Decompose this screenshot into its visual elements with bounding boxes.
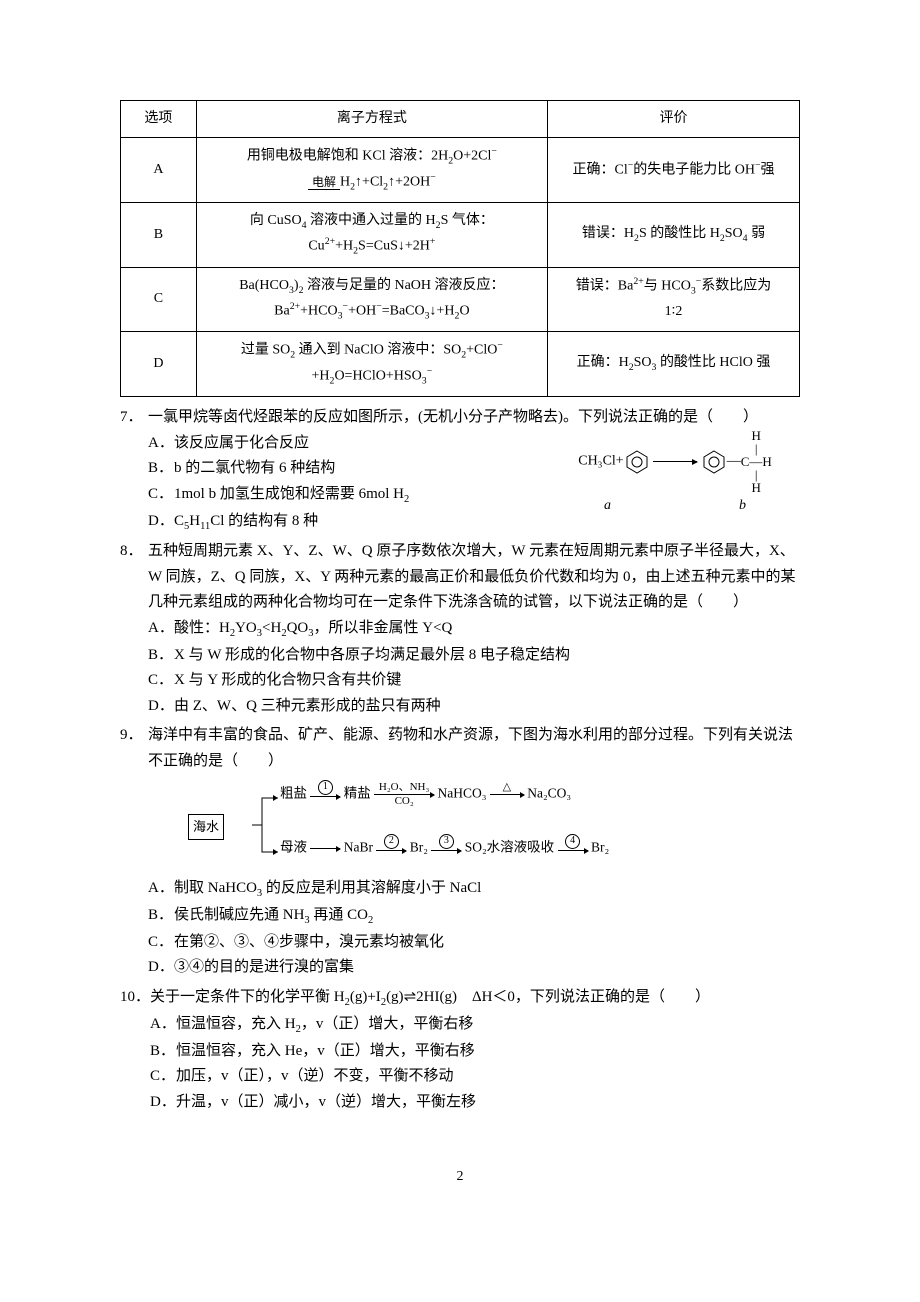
opt-label: D． bbox=[148, 509, 174, 535]
bracket-icon bbox=[252, 792, 278, 858]
arrow-4: 4 bbox=[558, 834, 588, 863]
flow-node-crude: 粗盐 bbox=[280, 786, 307, 801]
opt-label: A． bbox=[148, 876, 174, 902]
cell-evaluation: 错误：Ba2+与 HCO3−系数比应为1∶2 bbox=[548, 267, 800, 332]
flow-node-na2co3: Na₂CO₃ bbox=[527, 786, 571, 801]
question-stem: 关于一定条件下的化学平衡 H2(g)+I2(g)⇌2HI(g) ΔH＜0，下列说… bbox=[150, 989, 710, 1005]
benzene-icon bbox=[624, 449, 650, 475]
flow-node-sea: 海水 bbox=[188, 814, 224, 840]
opt-text: 制取 NaHCO3 的反应是利用其溶解度小于 NaCl bbox=[174, 876, 481, 903]
opt-label: C． bbox=[148, 930, 174, 956]
opt-label: A． bbox=[148, 431, 174, 457]
arrow-3: 3 bbox=[431, 834, 461, 863]
benzene-icon bbox=[701, 449, 727, 475]
opt-label: B． bbox=[150, 1039, 176, 1065]
question-body: 五种短周期元素 X、Y、Z、W、Q 原子序数依次增大，W 元素在短周期元素中原子… bbox=[148, 539, 800, 719]
table-row: D过量 SO2 通入到 NaClO 溶液中：SO2+ClO−+H2O=HClO+… bbox=[121, 332, 800, 397]
flow-node-so2abs: SO₂水溶液吸收 bbox=[465, 840, 554, 855]
flow-node-nabr: NaBr bbox=[344, 840, 373, 855]
cell-equation: 用铜电极电解饱和 KCl 溶液：2H2O+2Cl−电解H2↑+Cl2↑+2OH− bbox=[196, 137, 547, 202]
question-number: 10． bbox=[120, 985, 150, 1115]
question-stem: 一氯甲烷等卤代烃跟苯的反应如图所示，(无机小分子产物略去)。下列说法正确的是（ … bbox=[148, 409, 758, 425]
fig-lhs: CH₃Cl+ bbox=[578, 454, 623, 469]
opt-label: D． bbox=[148, 694, 174, 720]
cell-evaluation: 错误：H2S 的酸性比 H2SO4 弱 bbox=[548, 202, 800, 267]
question-number: 9． bbox=[120, 723, 148, 981]
opt-label: B． bbox=[148, 903, 174, 929]
flow-node-mother: 母液 bbox=[280, 840, 307, 855]
cell-option: D bbox=[121, 332, 197, 397]
opt-text: 1mol b 加氢生成饱和烃需要 6mol H2 bbox=[174, 482, 409, 509]
question-body: 关于一定条件下的化学平衡 H2(g)+I2(g)⇌2HI(g) ΔH＜0，下列说… bbox=[150, 985, 800, 1115]
opt-text: C5H11Cl 的结构有 8 种 bbox=[174, 509, 318, 536]
opt-text: 加压，v（正），v（逆）不变，平衡不移动 bbox=[176, 1064, 454, 1090]
cell-option: A bbox=[121, 137, 197, 202]
question-8: 8． 五种短周期元素 X、Y、Z、W、Q 原子序数依次增大，W 元素在短周期元素… bbox=[120, 539, 800, 719]
opt-text: 由 Z、W、Q 三种元素形成的盐只有两种 bbox=[174, 694, 441, 720]
opt-label: C． bbox=[148, 668, 174, 694]
fig-label-b: b bbox=[739, 494, 746, 518]
arrow-heat: △ bbox=[490, 782, 524, 807]
ionic-equation-table: 选项 离子方程式 评价 A用铜电极电解饱和 KCl 溶液：2H2O+2Cl−电解… bbox=[120, 100, 800, 397]
opt-text: 酸性：H2YO3<H2QO3，所以非金属性 Y<Q bbox=[174, 616, 452, 643]
arrow-plain bbox=[310, 836, 340, 861]
th-equation: 离子方程式 bbox=[196, 101, 547, 138]
opt-label: B． bbox=[148, 643, 174, 669]
q9-flowchart: 海水 粗盐 1 精盐 H₂O、NH bbox=[188, 780, 800, 870]
opt-text: 恒温恒容，充入 H2，v（正）增大，平衡右移 bbox=[176, 1012, 473, 1039]
opt-text: 该反应属于化合反应 bbox=[174, 431, 309, 457]
question-number: 8． bbox=[120, 539, 148, 719]
arrow-1: 1 bbox=[310, 780, 340, 809]
cell-equation: 向 CuSO4 溶液中通入过量的 H2S 气体：Cu2++H2S=CuS↓+2H… bbox=[196, 202, 547, 267]
question-stem: 海洋中有丰富的食品、矿产、能源、药物和水产资源，下图为海水利用的部分过程。下列有… bbox=[148, 727, 793, 769]
q7-figure: CH₃Cl+ — H | C—H | H a b bbox=[540, 429, 810, 518]
opt-label: A． bbox=[150, 1012, 176, 1038]
opt-text: X 与 W 形成的化合物中各原子均满足最外层 8 电子稳定结构 bbox=[174, 643, 570, 669]
question-10: 10． 关于一定条件下的化学平衡 H2(g)+I2(g)⇌2HI(g) ΔH＜0… bbox=[120, 985, 800, 1115]
opt-label: C． bbox=[148, 482, 174, 508]
table-row: A用铜电极电解饱和 KCl 溶液：2H2O+2Cl−电解H2↑+Cl2↑+2OH… bbox=[121, 137, 800, 202]
question-number: 7． bbox=[120, 405, 148, 535]
opt-label: B． bbox=[148, 456, 174, 482]
cell-evaluation: 正确：H2SO3 的酸性比 HClO 强 bbox=[548, 332, 800, 397]
opt-text: 侯氏制碱应先通 NH3 再通 CO2 bbox=[174, 903, 373, 930]
arrow-h2o-nh3: H₂O、NH₃ CO₂ bbox=[374, 782, 434, 807]
opt-text: 在第②、③、④步骤中，溴元素均被氧化 bbox=[174, 930, 444, 956]
question-7: 7． 一氯甲烷等卤代烃跟苯的反应如图所示，(无机小分子产物略去)。下列说法正确的… bbox=[120, 405, 800, 535]
question-stem: 五种短周期元素 X、Y、Z、W、Q 原子序数依次增大，W 元素在短周期元素中原子… bbox=[148, 543, 796, 610]
arrow-2: 2 bbox=[376, 834, 406, 863]
opt-text: X 与 Y 形成的化合物只含有共价键 bbox=[174, 668, 401, 694]
opt-label: A． bbox=[148, 616, 174, 642]
table-header-row: 选项 离子方程式 评价 bbox=[121, 101, 800, 138]
opt-label: D． bbox=[148, 955, 174, 981]
opt-text: 升温，v（正）减小，v（逆）增大，平衡左移 bbox=[176, 1090, 476, 1116]
cell-evaluation: 正确：Cl−的失电子能力比 OH−强 bbox=[548, 137, 800, 202]
th-evaluation: 评价 bbox=[548, 101, 800, 138]
question-9: 9． 海洋中有丰富的食品、矿产、能源、药物和水产资源，下图为海水利用的部分过程。… bbox=[120, 723, 800, 981]
page-number: 2 bbox=[120, 1165, 800, 1189]
opt-label: D． bbox=[150, 1090, 176, 1116]
arrow-icon bbox=[653, 461, 697, 462]
table-row: B向 CuSO4 溶液中通入过量的 H2S 气体：Cu2++H2S=CuS↓+2… bbox=[121, 202, 800, 267]
flow-node-nahco3: NaHCO₃ bbox=[438, 786, 487, 801]
table-row: CBa(HCO3)2 溶液与足量的 NaOH 溶液反应：Ba2++HCO3−+O… bbox=[121, 267, 800, 332]
th-option: 选项 bbox=[121, 101, 197, 138]
opt-text: ③④的目的是进行溴的富集 bbox=[174, 955, 354, 981]
page: 选项 离子方程式 评价 A用铜电极电解饱和 KCl 溶液：2H2O+2Cl−电解… bbox=[0, 0, 920, 1269]
flow-node-br2b: Br₂ bbox=[591, 840, 609, 855]
flow-node-br2a: Br₂ bbox=[410, 840, 428, 855]
opt-text: 恒温恒容，充入 He，v（正）增大，平衡右移 bbox=[176, 1039, 475, 1065]
cell-equation: 过量 SO2 通入到 NaClO 溶液中：SO2+ClO−+H2O=HClO+H… bbox=[196, 332, 547, 397]
cell-equation: Ba(HCO3)2 溶液与足量的 NaOH 溶液反应：Ba2++HCO3−+OH… bbox=[196, 267, 547, 332]
flow-node-refined: 精盐 bbox=[344, 786, 371, 801]
cell-option: B bbox=[121, 202, 197, 267]
fig-label-a: a bbox=[604, 494, 611, 518]
opt-label: C． bbox=[150, 1064, 176, 1090]
opt-text: b 的二氯代物有 6 种结构 bbox=[174, 456, 335, 482]
cell-option: C bbox=[121, 267, 197, 332]
question-body: 海洋中有丰富的食品、矿产、能源、药物和水产资源，下图为海水利用的部分过程。下列有… bbox=[148, 723, 800, 981]
